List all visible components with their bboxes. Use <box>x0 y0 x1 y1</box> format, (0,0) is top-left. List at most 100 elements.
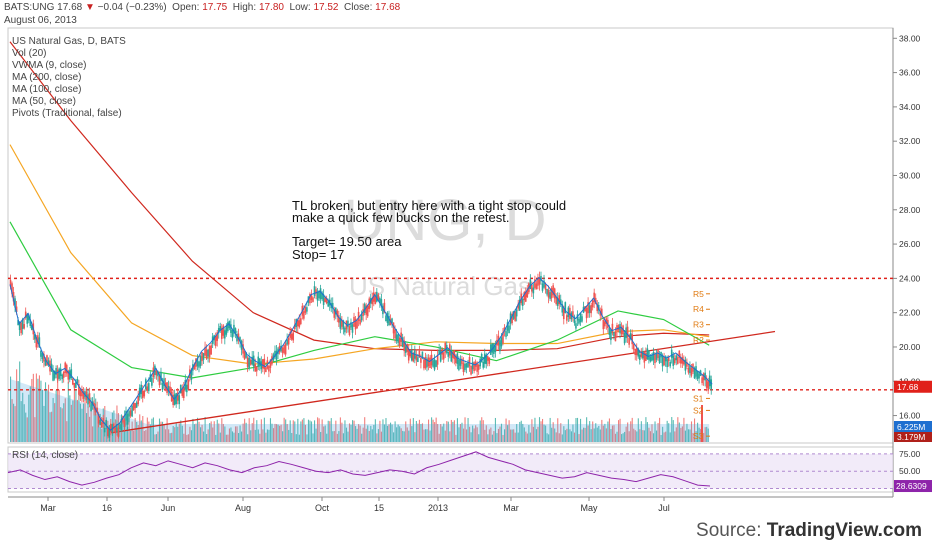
volume-bar <box>127 426 129 442</box>
candle-body <box>44 359 47 366</box>
volume-bar <box>601 419 603 442</box>
volume-bar <box>49 412 51 442</box>
volume-bar <box>218 423 220 442</box>
volume-bar <box>219 432 221 442</box>
volume-bar <box>178 423 180 442</box>
candle-body <box>40 350 42 357</box>
indicator-label: MA (100, close) <box>12 84 81 95</box>
volume-bar <box>614 433 617 442</box>
candle-body <box>283 345 285 354</box>
volume-bar <box>675 427 677 442</box>
volume-bar <box>286 424 288 442</box>
volume-bar <box>38 375 40 442</box>
volume-bar <box>589 421 591 442</box>
volume-bar <box>221 418 223 442</box>
candle-body <box>555 296 557 305</box>
candle-body <box>224 330 226 339</box>
candle-body <box>569 307 571 319</box>
volume-bar <box>519 421 521 442</box>
volume-bar <box>514 432 516 442</box>
volume-bar <box>54 403 56 442</box>
candle-body <box>155 370 158 376</box>
candle-body <box>265 367 267 372</box>
candle-body <box>251 356 253 365</box>
volume-bar <box>10 376 12 442</box>
candle-body <box>391 318 393 324</box>
volume-bar <box>239 425 241 442</box>
volume-bar <box>403 431 405 442</box>
candle-body <box>248 357 250 369</box>
volume-bar <box>596 427 598 442</box>
candle-body <box>97 414 100 424</box>
candle-body <box>357 311 360 321</box>
candle-body <box>550 288 553 299</box>
candle-body <box>386 312 389 323</box>
volume-bar <box>310 421 313 442</box>
candle-body <box>376 291 378 302</box>
candle-body <box>262 359 264 369</box>
candle-body <box>450 350 453 362</box>
source-brand[interactable]: TradingView.com <box>766 520 922 541</box>
volume-bar <box>491 434 493 442</box>
volume-bar <box>292 420 294 442</box>
candle-body <box>96 407 98 413</box>
candle-body <box>246 357 249 367</box>
volume-bar <box>125 411 127 442</box>
candle-body <box>11 283 13 295</box>
candle-body <box>561 304 564 313</box>
candle-body <box>70 369 73 379</box>
candle-body <box>24 311 27 318</box>
candle-body <box>331 302 334 309</box>
volume-bar <box>666 420 668 442</box>
volume-bar <box>522 423 524 442</box>
candle-body <box>78 384 80 395</box>
volume-bar <box>283 417 285 442</box>
volume-bar <box>233 432 235 442</box>
candle-body <box>689 365 691 374</box>
candle-body <box>217 328 220 333</box>
candle-body <box>161 383 164 390</box>
candle-body <box>494 345 497 353</box>
volume-bar <box>256 420 258 442</box>
volume-bar <box>511 429 513 442</box>
candle-body <box>169 386 171 395</box>
volume-bar <box>399 426 401 442</box>
candle-body <box>678 350 681 358</box>
candle-body <box>669 361 671 367</box>
volume-bar <box>390 422 392 442</box>
volume-bar <box>610 428 612 442</box>
volume-bar <box>251 423 253 442</box>
candle-body <box>300 318 302 324</box>
candle-body <box>523 292 526 301</box>
pivot-label-r2: R2 <box>693 335 704 345</box>
candle-body <box>263 358 266 370</box>
volume-bar <box>58 389 60 442</box>
y-tick-label: 26.00 <box>899 239 921 249</box>
candle-body <box>575 323 577 329</box>
volume-bar <box>700 429 702 442</box>
symbol-name: BATS:UNG <box>4 2 55 13</box>
volume-bar <box>143 430 145 442</box>
candle-body <box>99 419 101 426</box>
volume-bar <box>359 425 361 442</box>
candle-body <box>379 297 381 303</box>
candle-body <box>596 303 599 312</box>
candle-body <box>199 356 202 367</box>
chart-title: US Natural Gas, D, BATS <box>12 36 126 47</box>
volume-bar <box>435 417 437 442</box>
candle-body <box>132 402 135 411</box>
volume-bar <box>400 428 402 442</box>
volume-bar <box>420 424 422 442</box>
candle-body <box>315 289 317 294</box>
volume-bar <box>692 432 694 442</box>
volume-bar <box>481 417 483 442</box>
volume-bar <box>142 415 144 442</box>
volume-bar <box>551 427 553 442</box>
candle-body <box>339 317 342 329</box>
candle-body <box>170 391 173 402</box>
open-label: Open: <box>172 2 200 13</box>
annotation-line1: TL broken, but entry here with a tight s… <box>292 198 566 213</box>
volume-bar <box>554 428 556 442</box>
volume-bar <box>646 422 648 442</box>
